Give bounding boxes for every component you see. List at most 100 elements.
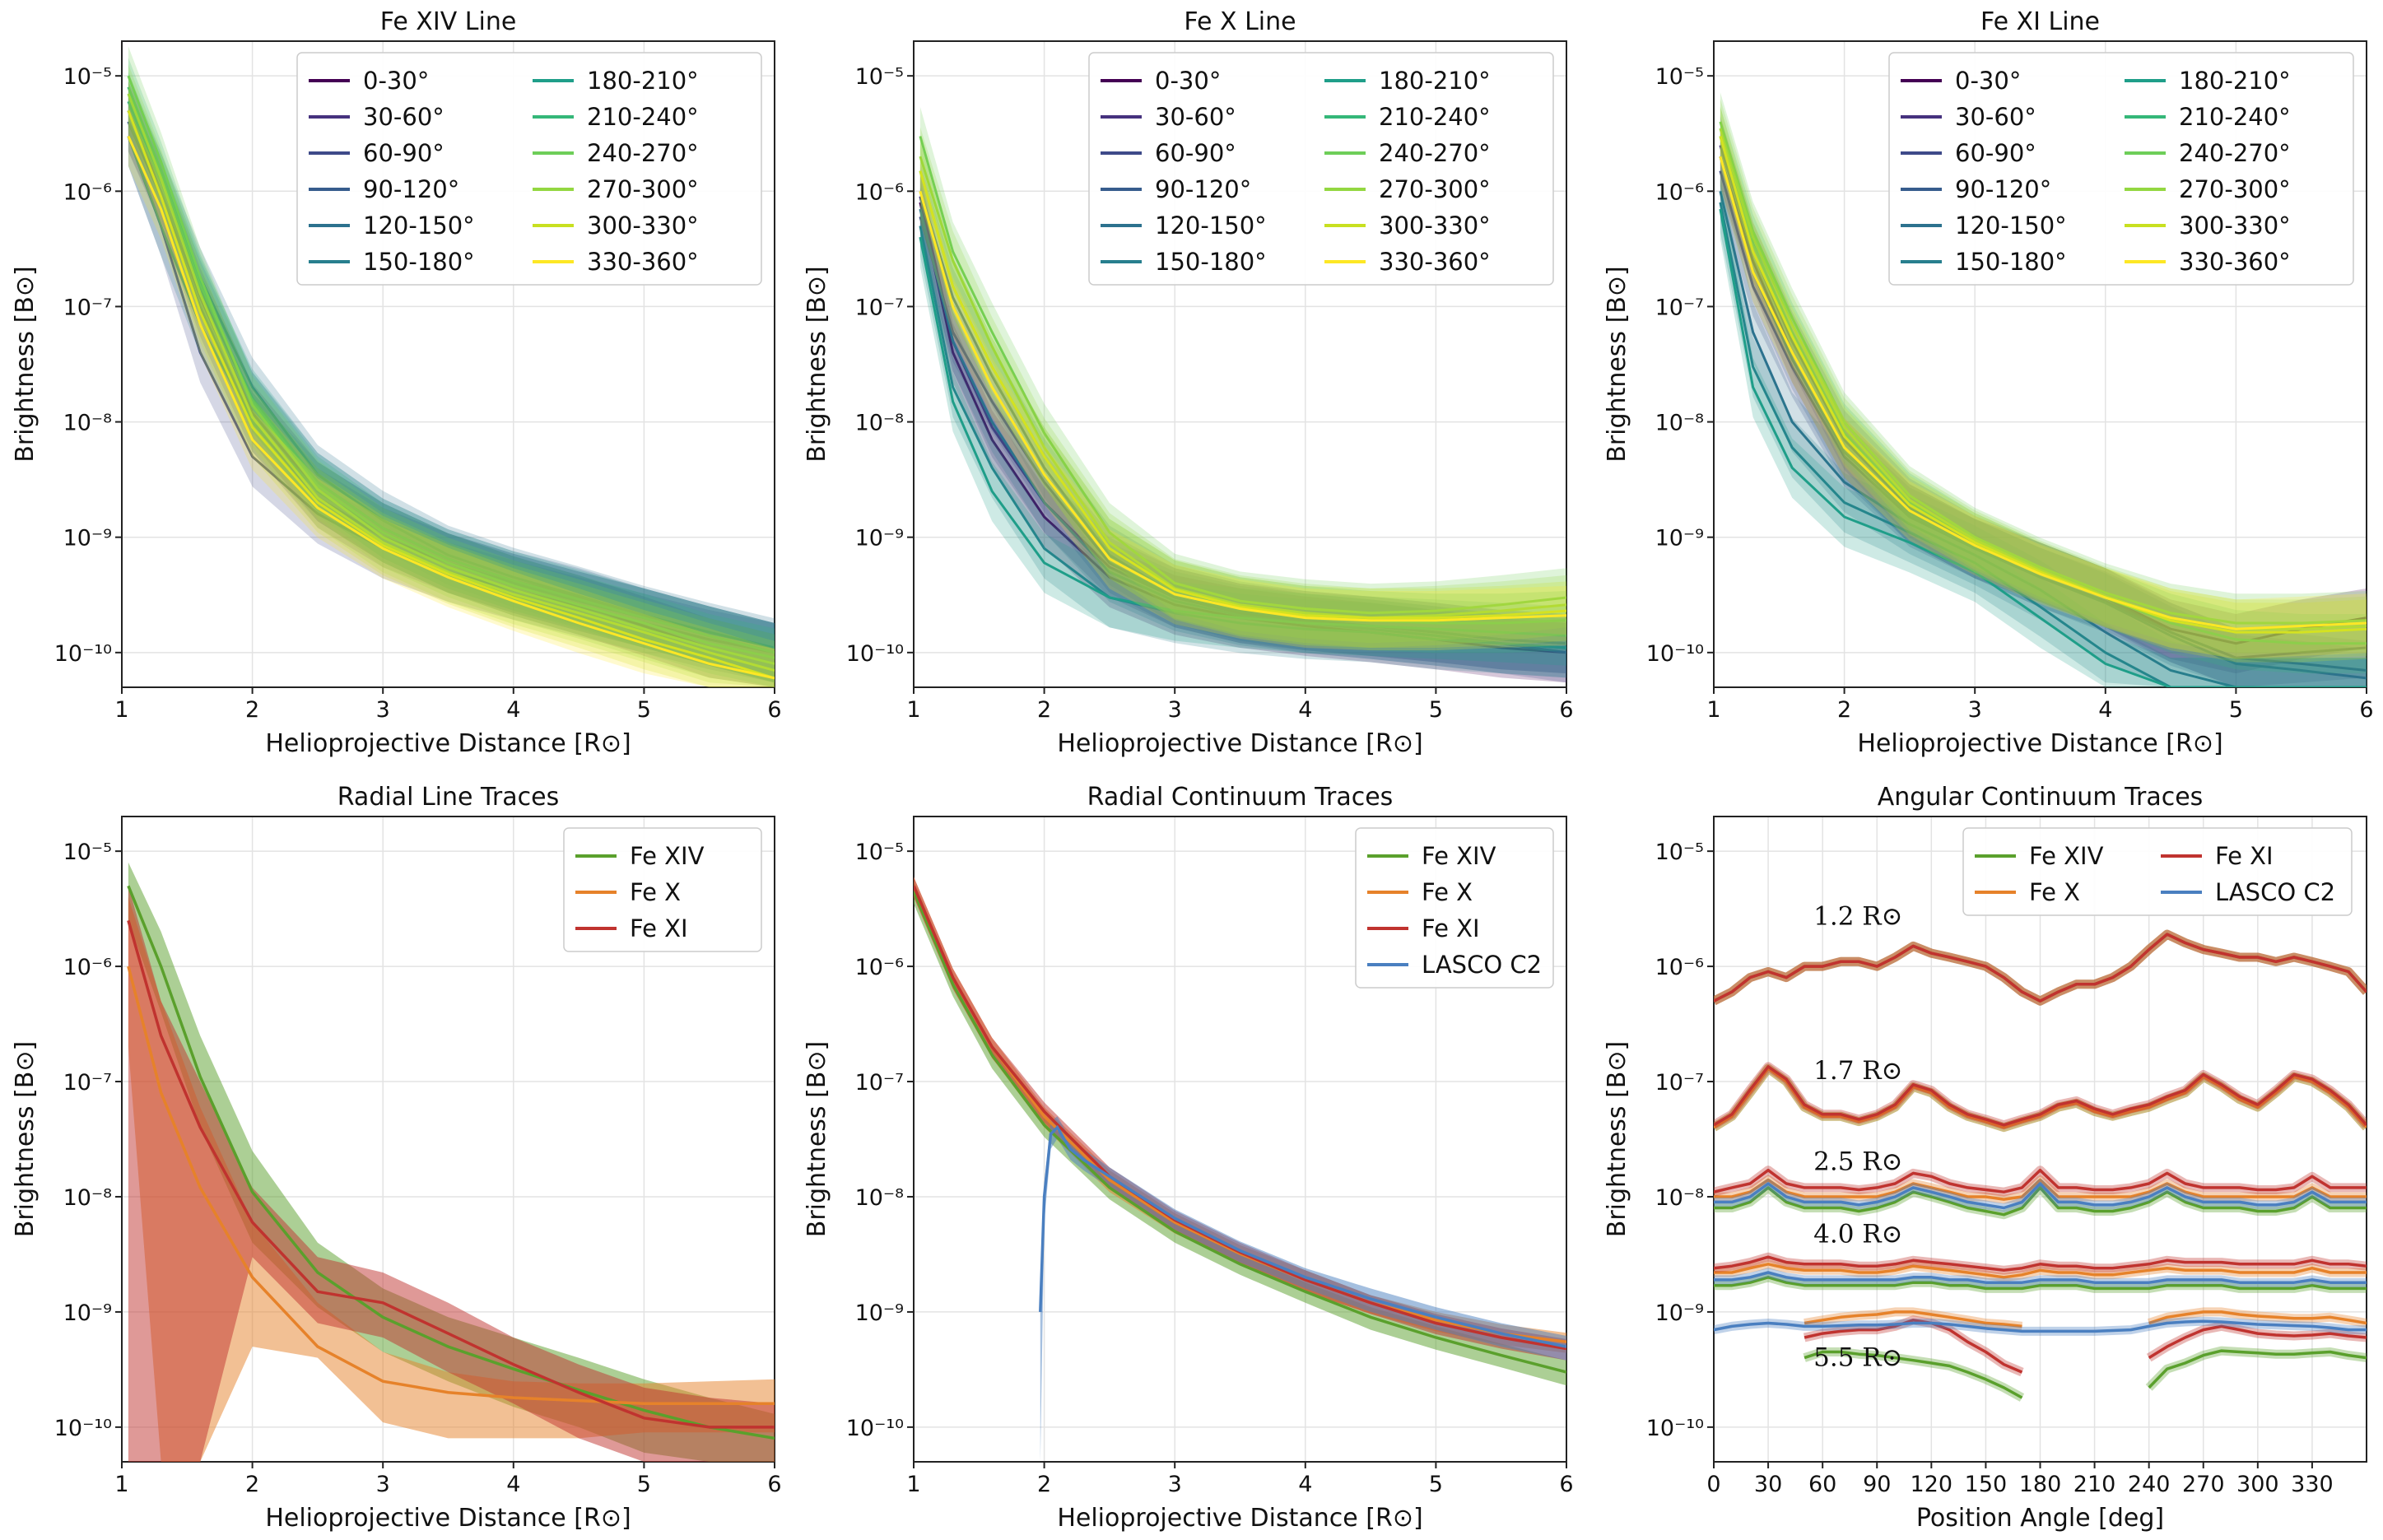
x-tick-label: 1: [906, 697, 920, 723]
x-tick-label: 330: [2291, 1472, 2334, 1497]
series-line: [1719, 136, 2367, 634]
y-axis-label: Brightness [B⊙]: [11, 266, 40, 462]
y-tick-label: 10⁻⁸: [63, 411, 112, 436]
panel-fe-xiv-line: 1 2 3 4 5 6 10⁻¹⁰ 10⁻⁹ 10⁻⁸ 10⁻⁷ 10⁻⁶ 10⁻⁵ Fe XIV Li…: [11, 7, 782, 758]
x-tick-label: 3: [376, 697, 390, 723]
x-axis-label: Helioprojective Distance [R⊙]: [265, 729, 631, 758]
x-tick-label: 30: [1754, 1472, 1782, 1497]
legend-entry: Fe XIV: [630, 842, 705, 870]
profile-line: [1714, 1271, 2367, 1284]
series-band: [128, 81, 775, 687]
legend-entry: Fe XIV: [1422, 842, 1496, 870]
y-axis-label: Brightness [B⊙]: [1603, 266, 1631, 462]
series-line: [127, 885, 775, 1440]
y-tick-label: 10⁻⁶: [1655, 955, 1704, 980]
x-axis-label: Helioprojective Distance [R⊙]: [1057, 1504, 1422, 1533]
x-tick-label: 6: [2359, 697, 2373, 723]
y-tick-label: 10⁻⁷: [63, 295, 112, 320]
series-band: [128, 896, 775, 1462]
panel-fe-x-line: 1 2 3 4 5 6 10⁻¹⁰ 10⁻⁹ 10⁻⁸ 10⁻⁷ 10⁻⁶ 10⁻⁵ Fe X Line…: [803, 7, 1574, 758]
x-axis-label: Helioprojective Distance [R⊙]: [1857, 729, 2222, 758]
chart-title: Fe XI Line: [1980, 7, 2100, 36]
legend-entry: 180-210°: [2179, 67, 2291, 95]
series-line: [127, 75, 775, 665]
x-tick-label: 150: [1965, 1472, 2008, 1497]
y-tick-label: 10⁻¹⁰: [846, 1416, 904, 1441]
plot-area: [127, 46, 775, 687]
x-tick-label: 5: [2229, 697, 2243, 723]
legend-entry: LASCO C2: [2215, 878, 2335, 906]
legend-entry: Fe XI: [1422, 914, 1480, 942]
x-tick-label: 4: [506, 697, 520, 723]
y-axis-label: Brightness [B⊙]: [11, 1041, 40, 1237]
legend-entry: 60-90°: [1155, 139, 1236, 167]
series-band: [914, 881, 1566, 1386]
series-band: [1720, 173, 2367, 687]
plot-area: [914, 877, 1566, 1462]
series-band: [128, 58, 775, 687]
series-line: [1039, 1124, 1566, 1348]
radius-annotation: 4.0 R⊙: [1813, 1220, 1902, 1249]
x-tick-label: 4: [1298, 697, 1312, 723]
legend-entry: 150-180°: [363, 248, 475, 276]
x-tick-label: 5: [1429, 697, 1443, 723]
y-tick-label: 10⁻⁷: [855, 295, 904, 320]
plot-area: [127, 862, 775, 1462]
y-tick-label: 10⁻⁶: [63, 955, 112, 980]
legend-entry: 300-330°: [1379, 212, 1491, 240]
plot-frame: [913, 40, 1567, 688]
profile-line: [1804, 1310, 2367, 1328]
legend-entry: Fe XI: [630, 914, 688, 942]
profile-line: [1714, 1319, 2367, 1333]
chart-title: Fe X Line: [1184, 7, 1296, 36]
x-tick-label: 270: [2182, 1472, 2225, 1497]
x-tick-label: 2: [1037, 697, 1051, 723]
y-tick-label: 10⁻¹⁰: [1646, 641, 1704, 667]
x-tick-label: 240: [2128, 1472, 2171, 1497]
x-axis-label: Position Angle [deg]: [1916, 1504, 2164, 1533]
legend-box: [1962, 827, 2353, 916]
x-tick-label: 5: [1429, 1472, 1443, 1497]
series-line: [1719, 156, 2367, 680]
radius-annotation: 1.2 R⊙: [1813, 901, 1902, 931]
y-tick-label: 10⁻¹⁰: [1646, 1416, 1704, 1441]
legend-entry: 150-180°: [1155, 248, 1267, 276]
profile-line: [1714, 1255, 2367, 1272]
legend-entry: 0-30°: [1155, 67, 1221, 95]
profile-line: [1804, 1349, 2367, 1399]
series-line: [127, 109, 775, 680]
plot-frame: [121, 40, 775, 688]
x-tick-label: 120: [1911, 1472, 1953, 1497]
legend-entry: 210-240°: [587, 103, 699, 131]
series-band: [919, 161, 1566, 674]
y-tick-label: 10⁻⁵: [1655, 64, 1704, 90]
legend-entry: 270-300°: [2179, 175, 2291, 203]
series-band: [919, 179, 1566, 678]
series-band: [919, 196, 1566, 678]
series-band: [919, 173, 1566, 683]
legend-entry: 90-120°: [1155, 175, 1251, 203]
y-tick-label: 10⁻⁸: [855, 411, 904, 436]
y-tick-label: 10⁻⁸: [1655, 1185, 1704, 1211]
series-band: [919, 127, 1566, 648]
legend-entry: 30-60°: [1155, 103, 1236, 131]
series-line: [1719, 208, 2367, 687]
plot-frame: [1713, 40, 2367, 688]
x-tick-label: 1: [114, 1472, 128, 1497]
y-tick-label: 10⁻⁵: [855, 840, 904, 865]
legend-entry: 240-270°: [2179, 139, 2291, 167]
series-band: [919, 141, 1566, 654]
legend-entry: 240-270°: [587, 139, 699, 167]
legend-entry: 90-120°: [1955, 175, 2051, 203]
series-line: [127, 965, 775, 1406]
legend-entry: 300-330°: [587, 212, 699, 240]
radius-annotation: 2.5 R⊙: [1813, 1147, 1902, 1177]
x-tick-label: 3: [1968, 697, 1982, 723]
y-tick-label: 10⁻⁵: [63, 840, 112, 865]
x-tick-label: 6: [767, 697, 781, 723]
y-tick-label: 10⁻⁷: [855, 1070, 904, 1096]
series-line: [919, 190, 1566, 622]
legend-box: [296, 52, 762, 286]
legend-entry: LASCO C2: [1422, 951, 1542, 979]
legend-entry: 180-210°: [1379, 67, 1491, 95]
